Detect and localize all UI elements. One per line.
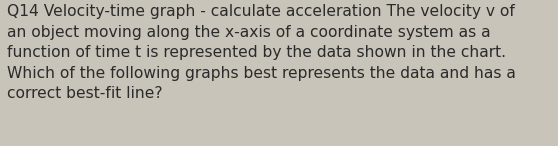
Text: Q14 Velocity-time graph - calculate acceleration The velocity v of
an object mov: Q14 Velocity-time graph - calculate acce…: [7, 4, 516, 101]
